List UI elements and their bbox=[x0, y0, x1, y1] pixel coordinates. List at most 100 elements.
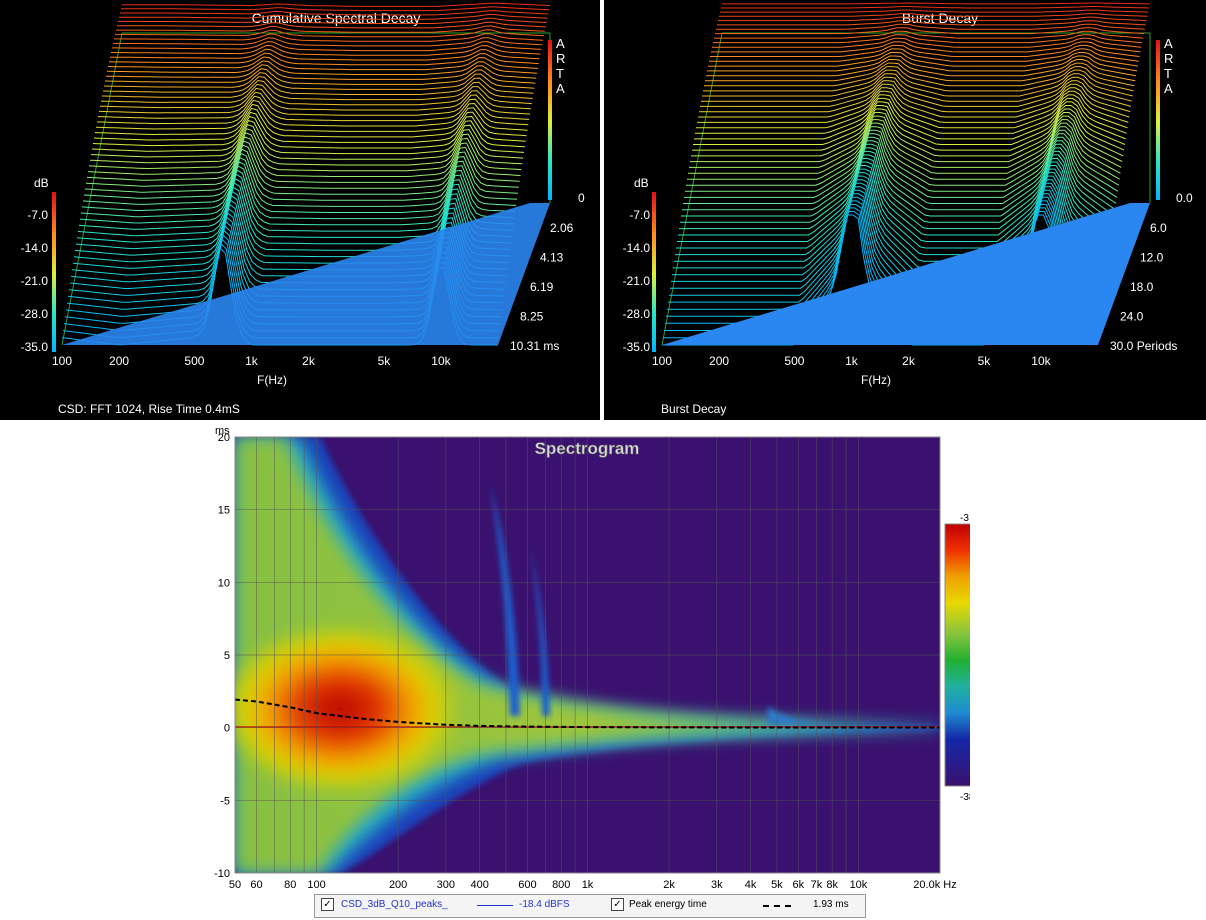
spectrogram-y-tick-label: 10 bbox=[218, 577, 230, 589]
burst-slice-line bbox=[676, 165, 1111, 249]
csd-slice-line bbox=[80, 165, 515, 220]
burst-y-tick-label: -21.0 bbox=[623, 274, 651, 288]
peak-energy-time-line bbox=[234, 698, 940, 729]
burst-x-tick-label: 1k bbox=[845, 354, 859, 368]
burst-slice-line bbox=[682, 143, 1116, 211]
csd-left-colorbar-seg bbox=[52, 264, 56, 268]
spectrogram-y-tick-label: -5 bbox=[220, 795, 230, 807]
csd-left-colorbar-seg bbox=[52, 256, 56, 260]
burst-slice-line bbox=[690, 115, 1123, 163]
csd-x-axis-label: F(Hz) bbox=[257, 373, 287, 387]
csd-colorbar-seg bbox=[548, 96, 552, 100]
burst-slice-line bbox=[701, 76, 1132, 102]
burst-brand-letter: A bbox=[1164, 81, 1173, 96]
csd-slice-line bbox=[120, 10, 549, 16]
burst-slice-line bbox=[692, 108, 1125, 151]
csd-left-colorbar-seg bbox=[52, 212, 56, 216]
burst-left-colorbar-seg bbox=[652, 276, 656, 280]
burst-slice-line bbox=[693, 105, 1126, 145]
csd-colorbar-seg bbox=[548, 40, 552, 44]
csd-colorbar-seg bbox=[548, 140, 552, 144]
burst-colorbar-seg bbox=[1156, 180, 1160, 184]
csd-slice-line bbox=[101, 79, 533, 101]
burst-left-colorbar-seg bbox=[652, 328, 656, 332]
burst-y-tick-label: -14.0 bbox=[623, 241, 651, 255]
peak-energy-line-swatch bbox=[763, 905, 791, 907]
burst-left-colorbar-seg bbox=[652, 208, 656, 212]
csd-x-tick-label: 100 bbox=[52, 354, 72, 368]
burst-brand-letter: T bbox=[1164, 66, 1172, 81]
spectrogram-y-tick-label: 15 bbox=[218, 505, 230, 517]
csd-colorbar-seg bbox=[548, 72, 552, 76]
csd-colorbar-seg bbox=[548, 44, 552, 48]
csd-left-colorbar-seg bbox=[52, 328, 56, 332]
burst-colorbar-seg bbox=[1156, 60, 1160, 64]
burst-colorbar-seg bbox=[1156, 144, 1160, 148]
csd-left-colorbar-seg bbox=[52, 208, 56, 212]
csd-slice-line bbox=[107, 56, 538, 71]
csd-left-colorbar-seg bbox=[52, 200, 56, 204]
csd-left-colorbar-seg bbox=[52, 308, 56, 312]
burst-brand-letter: R bbox=[1164, 51, 1173, 66]
csd-left-colorbar-seg bbox=[52, 248, 56, 252]
csd-slice-line bbox=[99, 87, 531, 111]
burst-x-tick-label: 2k bbox=[902, 354, 916, 368]
csd-colorbar-seg bbox=[548, 188, 552, 192]
csd-left-colorbar-seg bbox=[52, 304, 56, 308]
burst-left-colorbar-seg bbox=[652, 200, 656, 204]
burst-slice-line bbox=[679, 154, 1114, 230]
burst-left-colorbar-seg bbox=[652, 296, 656, 300]
burst-colorbar-seg bbox=[1156, 108, 1160, 112]
burst-colorbar-seg bbox=[1156, 196, 1160, 200]
burst-left-colorbar-seg bbox=[652, 224, 656, 228]
burst-left-colorbar-seg bbox=[652, 316, 656, 320]
spectrogram-x-tick-label: 600 bbox=[518, 879, 536, 891]
csd-colorbar-seg bbox=[548, 116, 552, 120]
burst-colorbar-seg bbox=[1156, 192, 1160, 196]
burst-colorbar-bottom-label: 0.0 bbox=[1176, 191, 1193, 205]
burst-slice-line bbox=[711, 41, 1141, 53]
csd-y-tick-label: -35.0 bbox=[21, 340, 49, 354]
burst-left-colorbar-seg bbox=[652, 268, 656, 272]
csd-z-tick-label: 6.19 bbox=[530, 280, 554, 294]
burst-brand-letter: A bbox=[1164, 36, 1173, 51]
csd-slice-line bbox=[111, 44, 541, 56]
csd-slice-line bbox=[121, 6, 550, 12]
burst-left-colorbar-seg bbox=[652, 324, 656, 328]
burst-left-colorbar-seg bbox=[652, 304, 656, 308]
spectrogram-y-tick-label: 0 bbox=[224, 723, 230, 735]
csd-slice-line bbox=[102, 75, 534, 95]
peak-energy-checkbox[interactable]: ✓ bbox=[611, 898, 624, 911]
csd-left-colorbar-seg bbox=[52, 320, 56, 324]
csd-left-colorbar-seg bbox=[52, 312, 56, 316]
series-checkbox[interactable]: ✓ bbox=[321, 898, 334, 911]
burst-left-colorbar-seg bbox=[652, 256, 656, 260]
burst-left-colorbar-seg bbox=[652, 288, 656, 292]
csd-floor bbox=[62, 203, 550, 345]
csd-left-colorbar-seg bbox=[52, 300, 56, 304]
csd-colorbar-bottom-label: 0 bbox=[578, 191, 585, 205]
spectrogram-legend: ✓ CSD_3dB_Q10_peaks_ -18.4 dBFS ✓ Peak e… bbox=[314, 894, 866, 918]
spectrogram-y-tick-label: 20 bbox=[218, 432, 230, 444]
burst-left-colorbar-seg bbox=[652, 220, 656, 224]
burst-left-colorbar-seg bbox=[652, 240, 656, 244]
burst-left-colorbar-seg bbox=[652, 348, 656, 352]
csd-colorbar-seg bbox=[548, 180, 552, 184]
csd-left-colorbar-seg bbox=[52, 292, 56, 296]
burst-slice-line bbox=[702, 73, 1133, 97]
burst-left-colorbar-seg bbox=[652, 272, 656, 276]
burst-colorbar-seg bbox=[1156, 116, 1160, 120]
csd-left-colorbar-seg bbox=[52, 252, 56, 256]
burst-floor bbox=[662, 203, 1150, 345]
csd-slice-line bbox=[115, 25, 545, 33]
spectrogram-x-tick-label: 20.0k Hz bbox=[913, 879, 956, 891]
csd-slice-line bbox=[114, 33, 544, 42]
csd-brand-letter: R bbox=[556, 51, 565, 66]
burst-left-colorbar-seg bbox=[652, 236, 656, 240]
heat-ridge-2 bbox=[530, 544, 550, 716]
csd-colorbar-seg bbox=[548, 132, 552, 136]
heat-5k-peak bbox=[768, 706, 840, 724]
csd-slice-line bbox=[83, 152, 518, 201]
spectrogram-x-tick-label: 200 bbox=[389, 879, 407, 891]
burst-title: Burst Decay bbox=[902, 10, 978, 26]
